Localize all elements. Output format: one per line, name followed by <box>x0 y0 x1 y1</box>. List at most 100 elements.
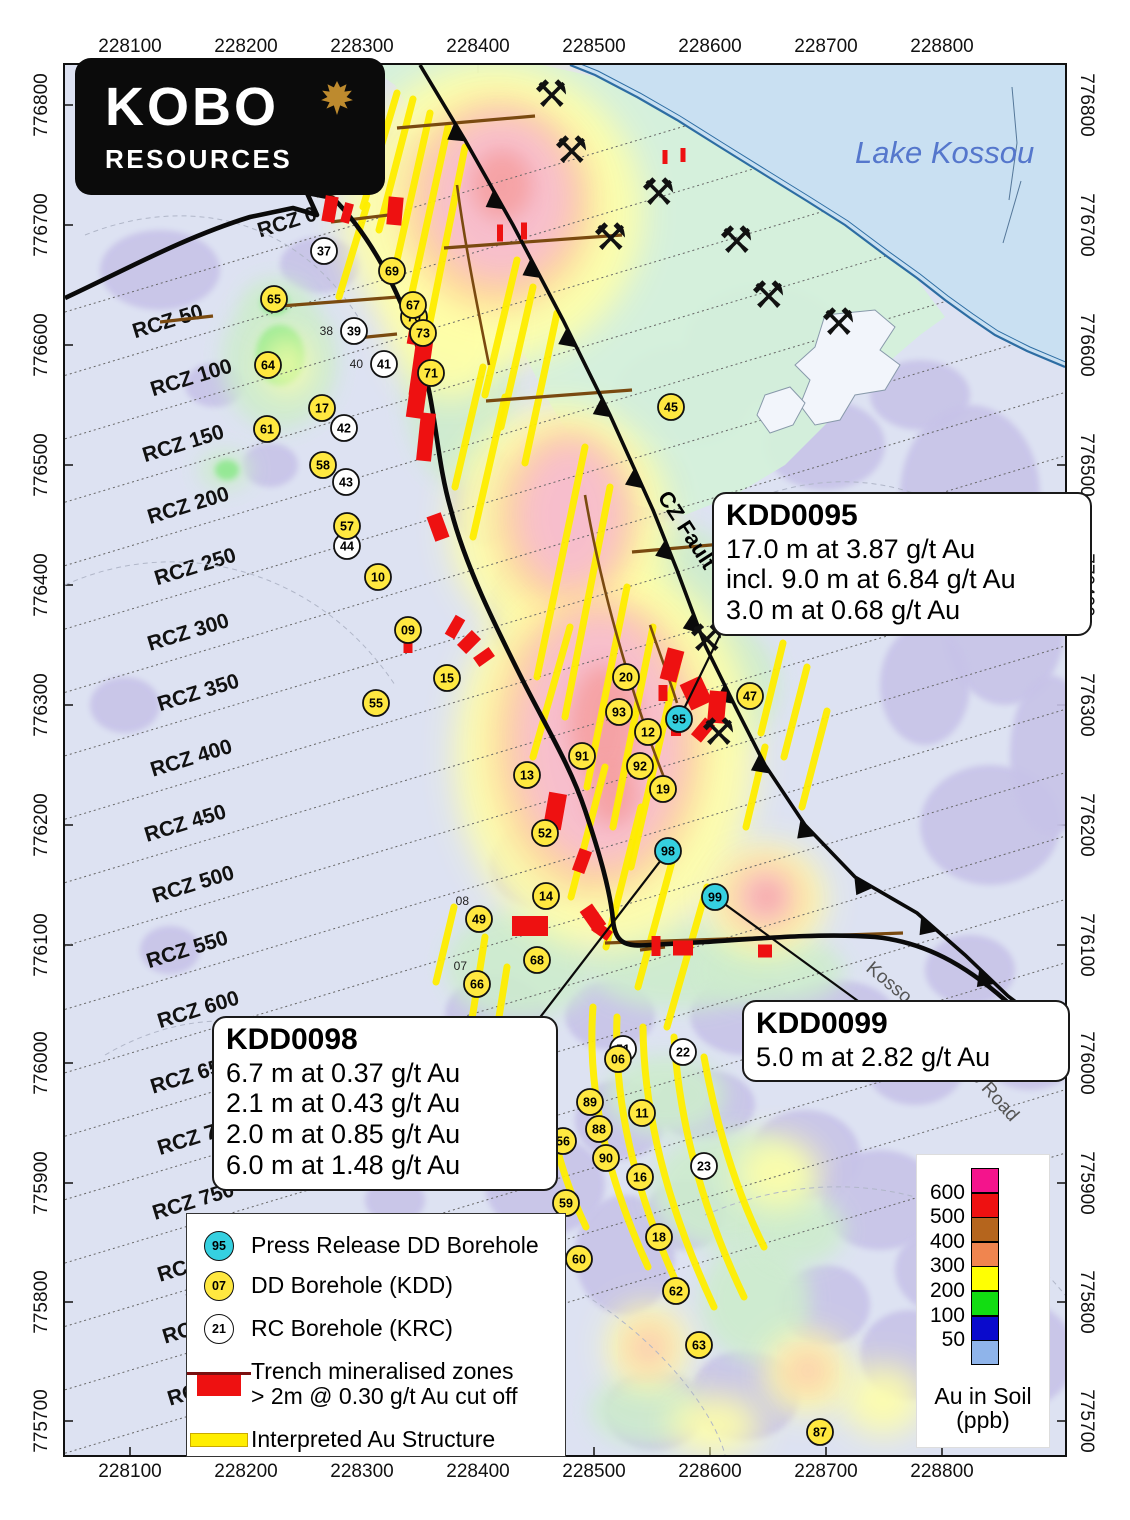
axis-label: 228500 <box>562 1461 626 1482</box>
press-release-borehole-label: 99 <box>708 891 722 905</box>
dd-borehole-marker <box>576 1088 604 1116</box>
axis-label: 775900 <box>31 1151 52 1215</box>
dd-borehole-label: 73 <box>416 327 430 341</box>
press-release-borehole-label: 95 <box>672 713 686 727</box>
scale-tick-label: 600 <box>929 1180 965 1204</box>
legend-text: DD Borehole (KDD) <box>251 1272 453 1299</box>
legend-item: 21 RC Borehole (KRC) <box>187 1306 565 1352</box>
axis-label: 228800 <box>910 36 974 57</box>
lithology-purple-patch <box>280 237 360 293</box>
au-structure-glyph <box>190 1433 248 1447</box>
lake-label: Lake Kossou <box>855 135 1034 170</box>
scale-color-block <box>971 1266 999 1292</box>
scale-tick-label: 50 <box>941 1328 965 1352</box>
callout-intercept: 6.0 m at 1.48 g/t Au <box>226 1149 461 1180</box>
dd-borehole-marker <box>657 393 685 421</box>
trench-mineralised-zone <box>416 412 436 462</box>
island-polygon <box>794 309 901 426</box>
contour-line <box>65 561 396 686</box>
lake-shoreline <box>569 65 1065 369</box>
trench-mineralised-zone <box>659 647 685 683</box>
section-line <box>65 1152 1065 1454</box>
dd-borehole-label: 61 <box>260 423 274 437</box>
scale-tick-label: 200 <box>929 1279 965 1302</box>
dd-borehole-label: 93 <box>612 706 626 720</box>
dd-borehole-marker <box>409 319 437 347</box>
section-line <box>65 1089 1065 1391</box>
stream-line <box>1011 86 1018 144</box>
dd-borehole-label: 92 <box>633 760 647 774</box>
contour-line <box>584 1294 726 1455</box>
dd-borehole-label: 89 <box>583 1096 597 1110</box>
soil-anomaly-yellow <box>670 1395 760 1455</box>
axis-label: 776300 <box>1076 673 1097 737</box>
scale-color-block <box>971 1168 999 1193</box>
dd-borehole-symbol: 07 <box>187 1271 251 1301</box>
axis-label: 776300 <box>31 673 52 737</box>
trench-mineralised-zone <box>673 940 693 956</box>
soil-anomaly-red <box>472 150 532 220</box>
axis-label: 228600 <box>678 36 742 57</box>
dd-borehole-label: 55 <box>369 697 383 711</box>
axis-label: 775900 <box>1076 1151 1097 1215</box>
press-release-borehole-label: 98 <box>661 845 675 859</box>
au-structure-line <box>407 123 452 301</box>
dd-borehole-label: 65 <box>267 293 281 307</box>
dd-borehole-marker <box>736 682 764 710</box>
crossed-hammers-icon: ⚒ <box>751 275 785 317</box>
au-structure-line <box>567 763 609 901</box>
dd-borehole-label: 60 <box>572 1253 586 1267</box>
soil-anomaly-pink <box>794 1358 822 1384</box>
borehole-annotation: 07 <box>454 959 468 973</box>
dd-borehole-label: 17 <box>315 402 329 416</box>
fault-tooth <box>655 539 674 561</box>
axis-label: 776800 <box>1076 73 1097 137</box>
cz-fault-line <box>418 65 1065 1042</box>
callout-title: KDD0099 <box>756 1007 888 1040</box>
soil-anomaly-green <box>755 1195 845 1265</box>
callout-intercept: incl. 9.0 m at 6.84 g/t Au <box>726 564 1016 595</box>
dd-borehole-marker <box>253 415 281 443</box>
dd-borehole-marker <box>592 1144 620 1172</box>
dd-borehole-marker <box>685 1331 713 1359</box>
dd-borehole-marker <box>254 351 282 379</box>
legend-item: Interpreted Au Structure <box>187 1416 565 1464</box>
dd-borehole-marker <box>260 285 288 313</box>
axis-label: 775800 <box>31 1270 52 1334</box>
dd-borehole-label: 63 <box>692 1339 706 1353</box>
lithology-purple-patch <box>140 926 200 974</box>
lithology-purple-patch <box>1010 675 1065 835</box>
callout-intercept: 3.0 m at 0.68 g/t Au <box>726 595 961 626</box>
scale-tick-label: 400 <box>929 1229 965 1253</box>
section-line <box>65 772 1065 1074</box>
au-structure-line <box>481 256 521 399</box>
soil-anomaly-yellow <box>265 335 309 395</box>
dd-borehole-marker <box>628 1099 656 1127</box>
dd-borehole-label: 52 <box>538 827 552 841</box>
axis-label: 228700 <box>794 1461 858 1482</box>
dd-borehole-label: 62 <box>669 1285 683 1299</box>
au-structure-line <box>521 309 561 467</box>
fault-tooth <box>750 753 770 774</box>
dd-borehole-label: 09 <box>401 624 415 638</box>
lithology-purple-patch <box>100 230 220 310</box>
au-structure-line <box>561 483 614 721</box>
trench-symbol-glyph <box>187 1371 251 1397</box>
dd-borehole-label: 15 <box>440 672 454 686</box>
crossed-hammers-icon: ⚒ <box>719 220 753 262</box>
trench-mineralised-zone <box>321 195 339 223</box>
rc-borehole-marker <box>370 350 398 378</box>
dd-borehole-label: 58 <box>316 459 330 473</box>
dd-borehole-label: 64 <box>261 359 275 373</box>
trench-symbol <box>187 1371 251 1397</box>
au-soil-color-scale: Au in Soil (ppb) 600 500 400 300 200 100 50 <box>916 1154 1050 1448</box>
dd-borehole-label: 87 <box>813 1426 827 1440</box>
axis-label: 776100 <box>1076 913 1097 977</box>
crossed-hammers-icon: ⚒ <box>554 130 588 172</box>
trench-mineralised-zone <box>521 222 527 240</box>
scale-title: Au in Soil <box>934 1383 1032 1409</box>
dd-borehole-marker <box>513 761 541 789</box>
section-line <box>65 328 1065 630</box>
soil-anomaly-green <box>700 1240 810 1360</box>
fault-tooth <box>522 258 541 279</box>
